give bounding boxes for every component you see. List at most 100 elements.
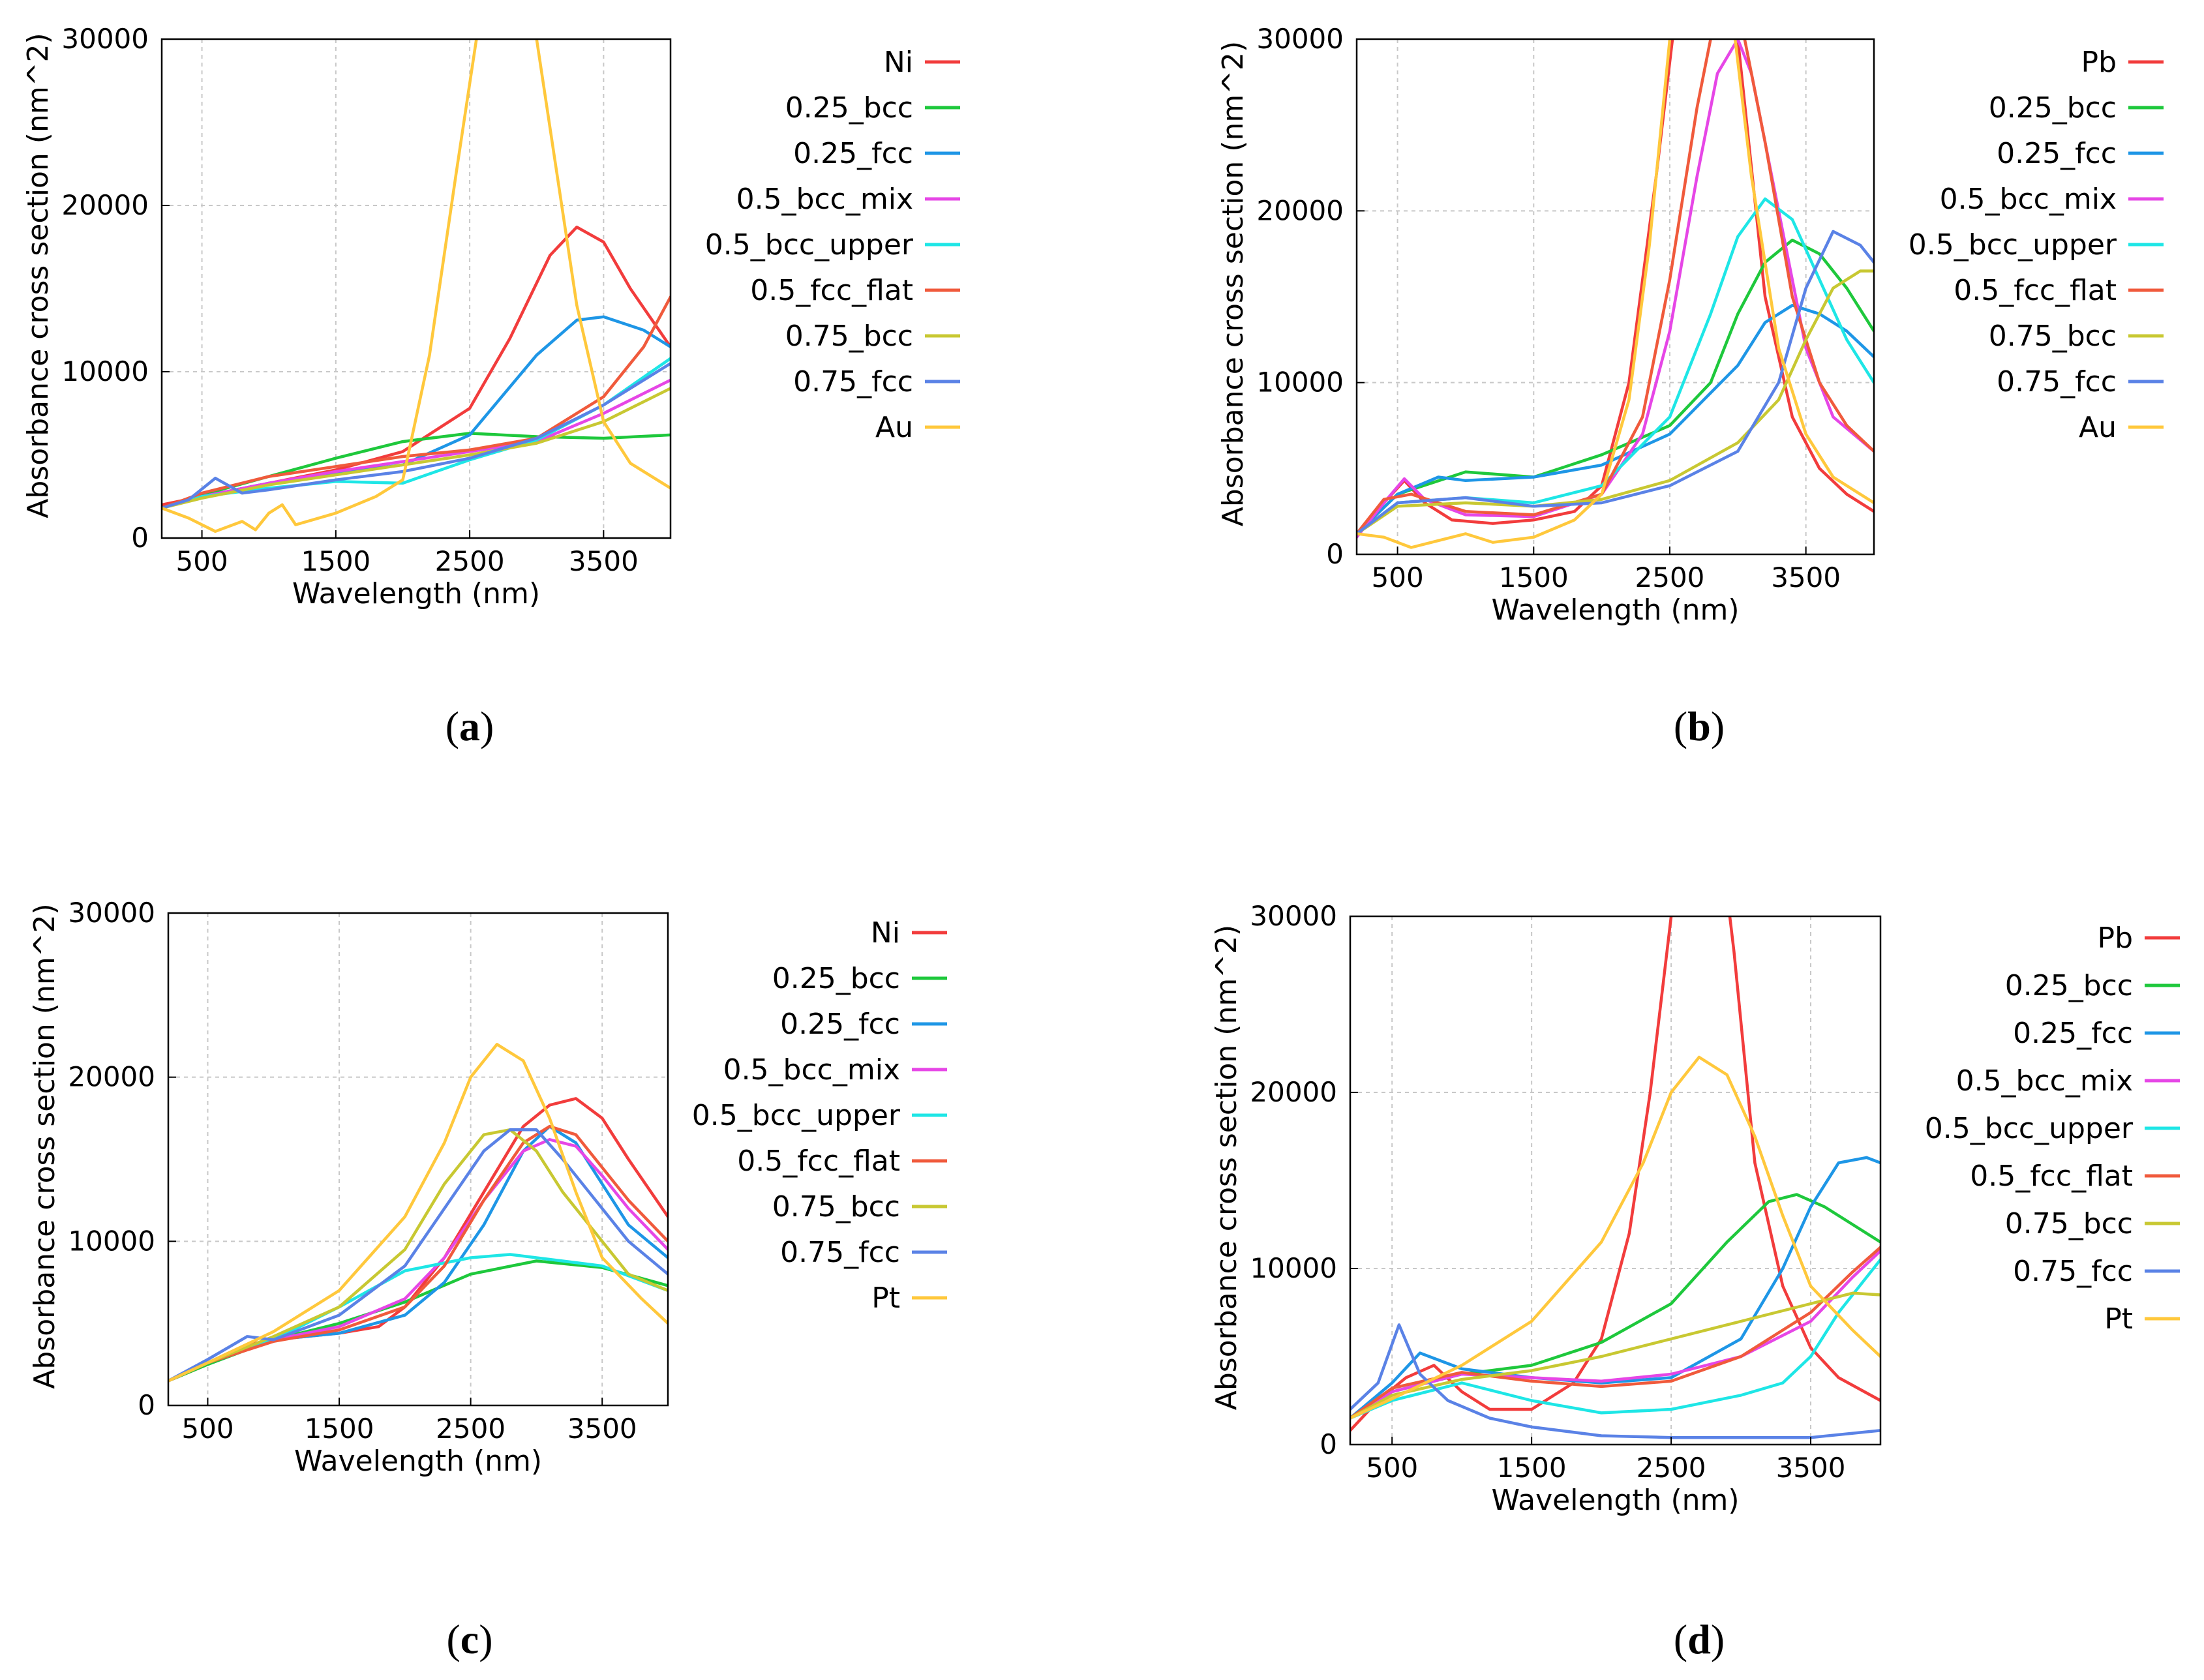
chart-panel-a: 500 1500 2500 3500 0 10000 20000 30000 Wavelengt… [22, 23, 960, 749]
x-axis-label: Wavelength (nm) [292, 577, 540, 610]
legend-entry-label: 0.75_bcc [785, 320, 913, 353]
series-lines [1350, 916, 1880, 1439]
series-line-0-25-fcc [1350, 1156, 1880, 1420]
legend-entry-label: 0.75_fcc [1997, 365, 2117, 398]
y-tick-label: 0 [1326, 538, 1344, 570]
legend-entry-label: 0.25_fcc [2013, 1017, 2133, 1050]
legend: Pb 0.25_bcc 0.25_fcc 0.5_bcc_mix 0.5_bcc_upp… [1925, 922, 2180, 1336]
legend-entry-label: Pb [2098, 922, 2133, 955]
x-tick-label: 2500 [1635, 562, 1705, 593]
plot-frame [1355, 38, 1875, 556]
x-tick-label: 2500 [435, 545, 505, 577]
legend-entry-label: 0.25_bcc [785, 91, 913, 125]
legend-entry-label: 0.5_bcc_upper [1925, 1112, 2134, 1145]
y-tick-label: 10000 [1256, 367, 1344, 398]
x-axis-label: Wavelength (nm) [1491, 1484, 1739, 1517]
x-tick-label: 1500 [301, 545, 370, 577]
panel-caption: (d) [1674, 1616, 1725, 1662]
legend-entry-label: 0.75_bcc [2005, 1207, 2133, 1240]
series-line-0-25-bcc [1357, 238, 1874, 535]
legend-entry-label: 0.25_fcc [1997, 137, 2117, 170]
plot-frame [1349, 915, 1882, 1446]
x-tick-label: 3500 [1776, 1452, 1846, 1484]
y-tick-label: 0 [138, 1389, 155, 1421]
y-tick-label: 10000 [68, 1225, 155, 1257]
series-line-au [162, 39, 671, 533]
series-line-0-75-bcc [162, 387, 671, 510]
y-tick-label: 30000 [61, 23, 149, 55]
series-lines [162, 39, 671, 533]
legend-entry-label: 0.5_bcc_mix [1940, 183, 2117, 216]
series-lines [168, 1043, 668, 1383]
legend-entry-label: Pt [2104, 1302, 2133, 1336]
legend-entry-label: Au [2079, 411, 2117, 444]
legend-entry-label: 0.75_fcc [2013, 1255, 2133, 1288]
y-tick-label: 30000 [1250, 900, 1337, 932]
legend: Ni 0.25_bcc 0.25_fcc 0.5_bcc_mix 0.5_bcc_upp… [705, 46, 960, 444]
y-tick-label: 30000 [1256, 23, 1344, 55]
series-line-pt [168, 1043, 668, 1383]
legend-entry-label: 0.5_fcc_flat [737, 1145, 900, 1178]
y-tick-label: 20000 [61, 189, 149, 221]
chart-panel-c: 500 1500 2500 3500 0 10000 20000 30000 Wavelengt… [28, 897, 947, 1662]
legend-entry-label: Ni [884, 46, 913, 79]
legend-entry-label: Au [875, 411, 913, 444]
x-axis-label: Wavelength (nm) [294, 1445, 542, 1478]
legend-entry-label: 0.25_fcc [780, 1008, 900, 1041]
y-axis-label: Absorbance cross section (nm^2) [28, 903, 61, 1388]
x-tick-label: 3500 [1771, 562, 1841, 593]
legend-entry-label: 0.75_bcc [1989, 320, 2117, 353]
panel-caption-letter: c [460, 1616, 479, 1662]
plot-frame [160, 38, 672, 539]
legend-entry-label: 0.25_fcc [793, 137, 913, 170]
plot-frame [167, 912, 669, 1407]
legend-entry-label: 0.25_bcc [772, 962, 900, 995]
legend-entry-label: 0.75_fcc [793, 365, 913, 398]
legend-entry-label: 0.5_bcc_upper [1909, 228, 2117, 262]
series-line-0-75-bcc [168, 1128, 668, 1383]
x-tick-label: 500 [1366, 1452, 1418, 1484]
legend-entry-label: 0.75_fcc [780, 1236, 900, 1269]
panel-caption: (b) [1674, 703, 1725, 749]
chart-panel-d: 500 1500 2500 3500 0 10000 20000 30000 Wavelengt… [1210, 900, 2180, 1662]
legend-entry-label: 0.5_bcc_mix [723, 1053, 900, 1087]
legend-entry-label: 0.25_bcc [2005, 969, 2133, 1002]
series-line-0-75-bcc [1350, 1291, 1880, 1420]
x-tick-label: 2500 [436, 1413, 506, 1445]
legend-entry-label: 0.25_bcc [1989, 91, 2117, 125]
series-line-0-5-bcc-mix [162, 378, 671, 510]
legend: Ni 0.25_bcc 0.25_fcc 0.5_bcc_mix 0.5_bcc_upp… [692, 916, 947, 1315]
series-line-0-75-fcc [162, 362, 671, 510]
panel-caption: (c) [446, 1616, 492, 1662]
y-tick-label: 20000 [1256, 194, 1344, 226]
panel-caption-letter: a [459, 703, 480, 749]
legend-entry-label: 0.5_fcc_flat [1954, 274, 2117, 307]
y-tick-label: 20000 [68, 1061, 155, 1093]
series-line-0-75-fcc [168, 1128, 668, 1383]
y-tick-label: 0 [131, 522, 149, 554]
y-axis-label: Absorbance cross section (nm^2) [1216, 41, 1250, 526]
series-line-0-75-bcc [1357, 269, 1874, 535]
legend-entry-label: Pb [2081, 46, 2117, 79]
series-line-pb [1350, 916, 1880, 1432]
legend-entry-label: Ni [871, 916, 900, 950]
x-tick-label: 500 [175, 545, 228, 577]
panel-caption-letter: b [1687, 703, 1711, 749]
series-line-0-5-fcc-flat [168, 1124, 668, 1383]
legend-entry-label: 0.5_fcc_flat [1970, 1160, 2133, 1193]
x-tick-label: 500 [1372, 562, 1424, 593]
series-line-0-5-fcc-flat [162, 295, 671, 510]
x-tick-label: 1500 [305, 1413, 374, 1445]
legend-entry-label: 0.75_bcc [772, 1190, 900, 1223]
panel-caption: (a) [445, 703, 494, 749]
series-line-0-5-bcc-upper [1350, 1258, 1880, 1420]
legend-entry-label: 0.5_bcc_mix [1956, 1064, 2133, 1098]
y-tick-label: 10000 [1250, 1252, 1337, 1284]
y-tick-label: 30000 [68, 897, 155, 929]
x-tick-label: 500 [181, 1413, 234, 1445]
legend: Pb 0.25_bcc 0.25_fcc 0.5_bcc_mix 0.5_bcc_upp… [1909, 46, 2164, 444]
series-line-au [1357, 39, 1874, 549]
series-lines [1357, 39, 1874, 549]
